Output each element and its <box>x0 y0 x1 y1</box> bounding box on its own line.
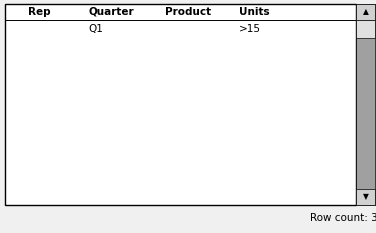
Text: >15: >15 <box>239 24 261 34</box>
Text: Units: Units <box>239 7 269 17</box>
Text: Quarter: Quarter <box>88 7 134 17</box>
Bar <box>356 4 375 205</box>
Text: ▲: ▲ <box>362 7 368 17</box>
Bar <box>356 4 375 20</box>
Text: Q1: Q1 <box>88 24 103 34</box>
Bar <box>356 20 375 38</box>
Bar <box>5 4 356 205</box>
Text: Rep: Rep <box>28 7 51 17</box>
Bar <box>356 189 375 205</box>
Text: ▼: ▼ <box>362 192 368 202</box>
Text: Product: Product <box>165 7 212 17</box>
Text: Row count: 36: Row count: 36 <box>310 213 376 223</box>
